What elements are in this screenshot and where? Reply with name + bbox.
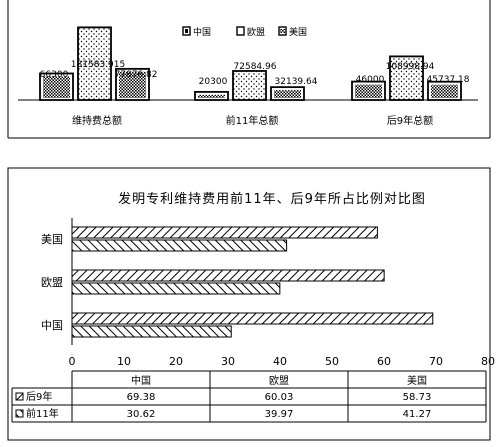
category-label: 维持费总额 xyxy=(72,114,122,127)
data-label: 77876.82 xyxy=(115,70,158,80)
legend-label: 美国 xyxy=(289,26,307,38)
table-cell: 39.97 xyxy=(265,409,294,420)
bar xyxy=(72,240,287,251)
top-chart: 中国 欧盟 美国 66300181583.91577876.82 维持费总额 20300 7… xyxy=(18,26,478,127)
table-row-label: 后9年 xyxy=(26,390,52,403)
x-tick-label: 50 xyxy=(325,355,339,368)
table-header: 美国 xyxy=(407,374,427,387)
bottom-chart-title: 发明专利维持费用前11年、后9年所占比例对比图 xyxy=(118,191,426,207)
category-label: 美国 xyxy=(41,233,63,246)
x-tick-label: 30 xyxy=(221,355,235,368)
bar xyxy=(72,313,433,324)
bar-fill xyxy=(431,85,458,98)
data-label: 32139.64 xyxy=(275,77,318,87)
table-cell: 58.73 xyxy=(403,392,432,403)
table-row-label: 前11年 xyxy=(26,407,59,420)
category-label: 欧盟 xyxy=(41,276,63,289)
data-label: 20300 xyxy=(199,77,228,87)
category-label: 后9年总额 xyxy=(387,114,433,127)
table-cell: 41.27 xyxy=(403,409,432,420)
legend-swatch-icon xyxy=(16,393,23,400)
legend-swatch-fill xyxy=(185,29,188,33)
x-tick-label: 10 xyxy=(117,355,131,368)
x-tick-label: 60 xyxy=(377,355,391,368)
legend-swatch-fill xyxy=(280,29,285,33)
x-tick-label: 40 xyxy=(273,355,287,368)
bar-fill xyxy=(198,95,225,98)
bar-fill xyxy=(274,90,301,98)
x-tick-label: 0 xyxy=(69,355,76,368)
bottom-chart: 美国欧盟中国01020304050607080中国欧盟美国后9年69.3860.… xyxy=(12,218,495,422)
bar xyxy=(233,71,266,100)
table-header: 欧盟 xyxy=(269,375,289,387)
bar xyxy=(72,326,231,337)
bar xyxy=(72,270,384,281)
table-cell: 60.03 xyxy=(265,392,294,403)
x-tick-label: 20 xyxy=(169,355,183,368)
legend-label: 欧盟 xyxy=(247,26,265,38)
data-label: 46000 xyxy=(356,75,385,85)
data-label: 72584.96 xyxy=(234,62,277,72)
data-label: 66300 xyxy=(40,70,69,80)
bar xyxy=(72,283,280,294)
data-label: 108998.94 xyxy=(386,62,435,72)
legend-swatch-icon xyxy=(16,410,23,417)
bar xyxy=(72,227,377,238)
table-cell: 69.38 xyxy=(127,392,156,403)
bar-fill xyxy=(355,85,382,98)
data-label: 181583.915 xyxy=(71,60,125,70)
table-cell: 30.62 xyxy=(127,409,156,420)
legend-swatch-icon xyxy=(237,27,244,35)
table-header: 中国 xyxy=(131,374,151,387)
data-label: 45737.18 xyxy=(427,75,470,85)
x-tick-label: 80 xyxy=(481,355,495,368)
x-tick-label: 70 xyxy=(429,355,443,368)
legend-label: 中国 xyxy=(193,26,211,38)
category-label: 中国 xyxy=(41,319,63,332)
category-label: 前11年总额 xyxy=(226,114,279,127)
